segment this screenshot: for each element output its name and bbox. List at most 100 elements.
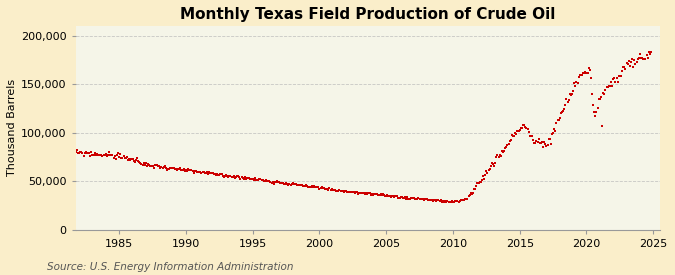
- Point: [550, 128, 561, 133]
- Point: [512, 129, 523, 133]
- Point: [450, 199, 460, 204]
- Point: [272, 179, 283, 184]
- Point: [338, 189, 348, 193]
- Point: [603, 84, 614, 89]
- Point: [416, 197, 427, 202]
- Point: [310, 185, 321, 189]
- Point: [194, 170, 205, 175]
- Point: [535, 141, 546, 145]
- Point: [623, 59, 634, 63]
- Point: [452, 198, 463, 203]
- Point: [293, 183, 304, 187]
- Point: [396, 194, 407, 199]
- Point: [118, 154, 129, 159]
- Point: [484, 166, 495, 171]
- Point: [198, 170, 209, 175]
- Point: [158, 165, 169, 170]
- Point: [608, 77, 618, 81]
- Point: [539, 140, 549, 145]
- Point: [494, 153, 505, 157]
- Point: [163, 167, 173, 171]
- Point: [226, 175, 237, 179]
- Point: [111, 157, 122, 161]
- Point: [547, 131, 558, 136]
- Point: [151, 163, 161, 167]
- Point: [193, 170, 204, 175]
- Point: [107, 153, 118, 157]
- Point: [354, 191, 365, 195]
- Point: [246, 177, 257, 181]
- Point: [401, 196, 412, 201]
- Point: [601, 85, 612, 89]
- Point: [563, 97, 574, 102]
- Point: [604, 84, 615, 89]
- Point: [412, 196, 423, 201]
- Point: [156, 164, 167, 169]
- Point: [302, 184, 313, 188]
- Point: [161, 168, 172, 172]
- Point: [265, 180, 276, 184]
- Point: [242, 175, 252, 180]
- Point: [95, 153, 106, 157]
- Point: [312, 185, 323, 189]
- Point: [185, 167, 196, 172]
- Point: [123, 158, 134, 162]
- Point: [576, 73, 587, 77]
- Point: [327, 188, 338, 192]
- Point: [122, 155, 132, 159]
- Point: [497, 149, 508, 153]
- Point: [402, 195, 412, 200]
- Point: [188, 170, 199, 175]
- Point: [595, 95, 606, 100]
- Point: [598, 91, 609, 95]
- Point: [307, 185, 318, 189]
- Point: [106, 152, 117, 157]
- Point: [228, 174, 239, 178]
- Point: [538, 145, 549, 149]
- Point: [319, 187, 330, 191]
- Point: [221, 173, 232, 177]
- Point: [440, 198, 451, 203]
- Point: [566, 91, 577, 96]
- Point: [387, 194, 398, 198]
- Point: [414, 197, 425, 202]
- Point: [101, 153, 112, 158]
- Point: [573, 75, 584, 79]
- Point: [564, 92, 575, 96]
- Point: [398, 196, 408, 200]
- Point: [540, 142, 551, 147]
- Point: [97, 153, 108, 158]
- Point: [292, 183, 302, 188]
- Point: [406, 196, 417, 200]
- Point: [634, 51, 645, 56]
- Point: [109, 154, 120, 158]
- Point: [295, 183, 306, 188]
- Point: [430, 197, 441, 202]
- Point: [394, 196, 405, 200]
- Point: [253, 178, 264, 182]
- Point: [641, 53, 652, 57]
- Point: [96, 153, 107, 157]
- Point: [205, 171, 216, 175]
- Point: [487, 161, 497, 165]
- Point: [446, 199, 457, 203]
- Point: [437, 199, 448, 203]
- Point: [252, 178, 263, 182]
- Point: [176, 167, 187, 172]
- Point: [306, 184, 317, 188]
- Point: [566, 93, 576, 97]
- Point: [139, 162, 150, 167]
- Point: [273, 180, 284, 184]
- Point: [73, 150, 84, 155]
- Point: [506, 138, 516, 142]
- Point: [254, 177, 265, 182]
- Point: [542, 143, 553, 148]
- Point: [377, 192, 388, 196]
- Point: [215, 171, 226, 176]
- Point: [75, 149, 86, 154]
- Point: [288, 182, 299, 186]
- Point: [195, 170, 206, 174]
- Point: [204, 170, 215, 175]
- Point: [552, 118, 563, 122]
- Point: [523, 130, 534, 134]
